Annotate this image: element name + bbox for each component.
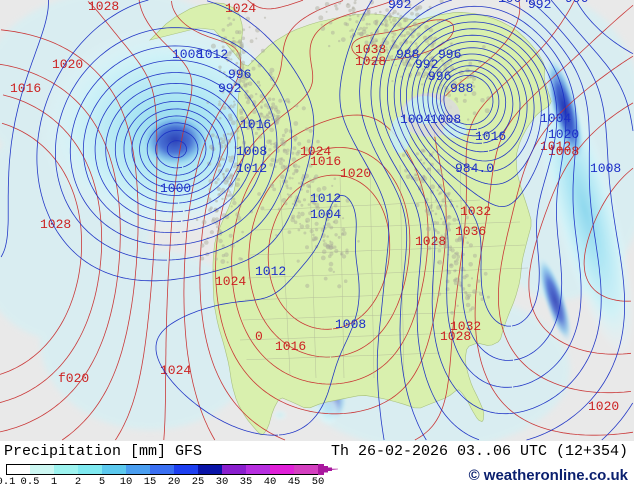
svg-text:1024: 1024: [215, 274, 246, 289]
svg-text:996: 996: [228, 67, 251, 82]
svg-text:1020: 1020: [548, 127, 579, 142]
svg-text:1024: 1024: [160, 363, 191, 378]
svg-text:1020: 1020: [340, 166, 371, 181]
svg-text:1008: 1008: [430, 112, 461, 127]
svg-text:1032: 1032: [450, 319, 481, 334]
svg-text:f020: f020: [58, 371, 89, 386]
svg-text:992: 992: [218, 81, 241, 96]
svg-text:1016: 1016: [10, 81, 41, 96]
svg-text:1032: 1032: [460, 204, 491, 219]
svg-text:1024: 1024: [225, 1, 256, 16]
svg-text:1024: 1024: [300, 144, 331, 159]
svg-text:1028: 1028: [415, 234, 446, 249]
svg-text:1020: 1020: [588, 399, 619, 414]
svg-text:1012: 1012: [255, 264, 286, 279]
svg-text:1004: 1004: [540, 111, 571, 126]
svg-text:1008: 1008: [335, 317, 366, 332]
svg-text:1016: 1016: [240, 117, 271, 132]
svg-text:996: 996: [565, 0, 588, 6]
svg-text:0: 0: [255, 329, 263, 344]
svg-text:1028: 1028: [88, 0, 119, 14]
svg-text:1016: 1016: [275, 339, 306, 354]
svg-text:1028: 1028: [355, 54, 386, 69]
svg-text:1008: 1008: [236, 144, 267, 159]
svg-text:1020: 1020: [52, 57, 83, 72]
svg-text:1008: 1008: [590, 161, 621, 176]
svg-text:1004: 1004: [310, 207, 341, 222]
svg-text:1012: 1012: [310, 191, 341, 206]
svg-text:988: 988: [450, 81, 473, 96]
svg-text:1036: 1036: [455, 224, 486, 239]
svg-text:1004: 1004: [400, 112, 431, 127]
